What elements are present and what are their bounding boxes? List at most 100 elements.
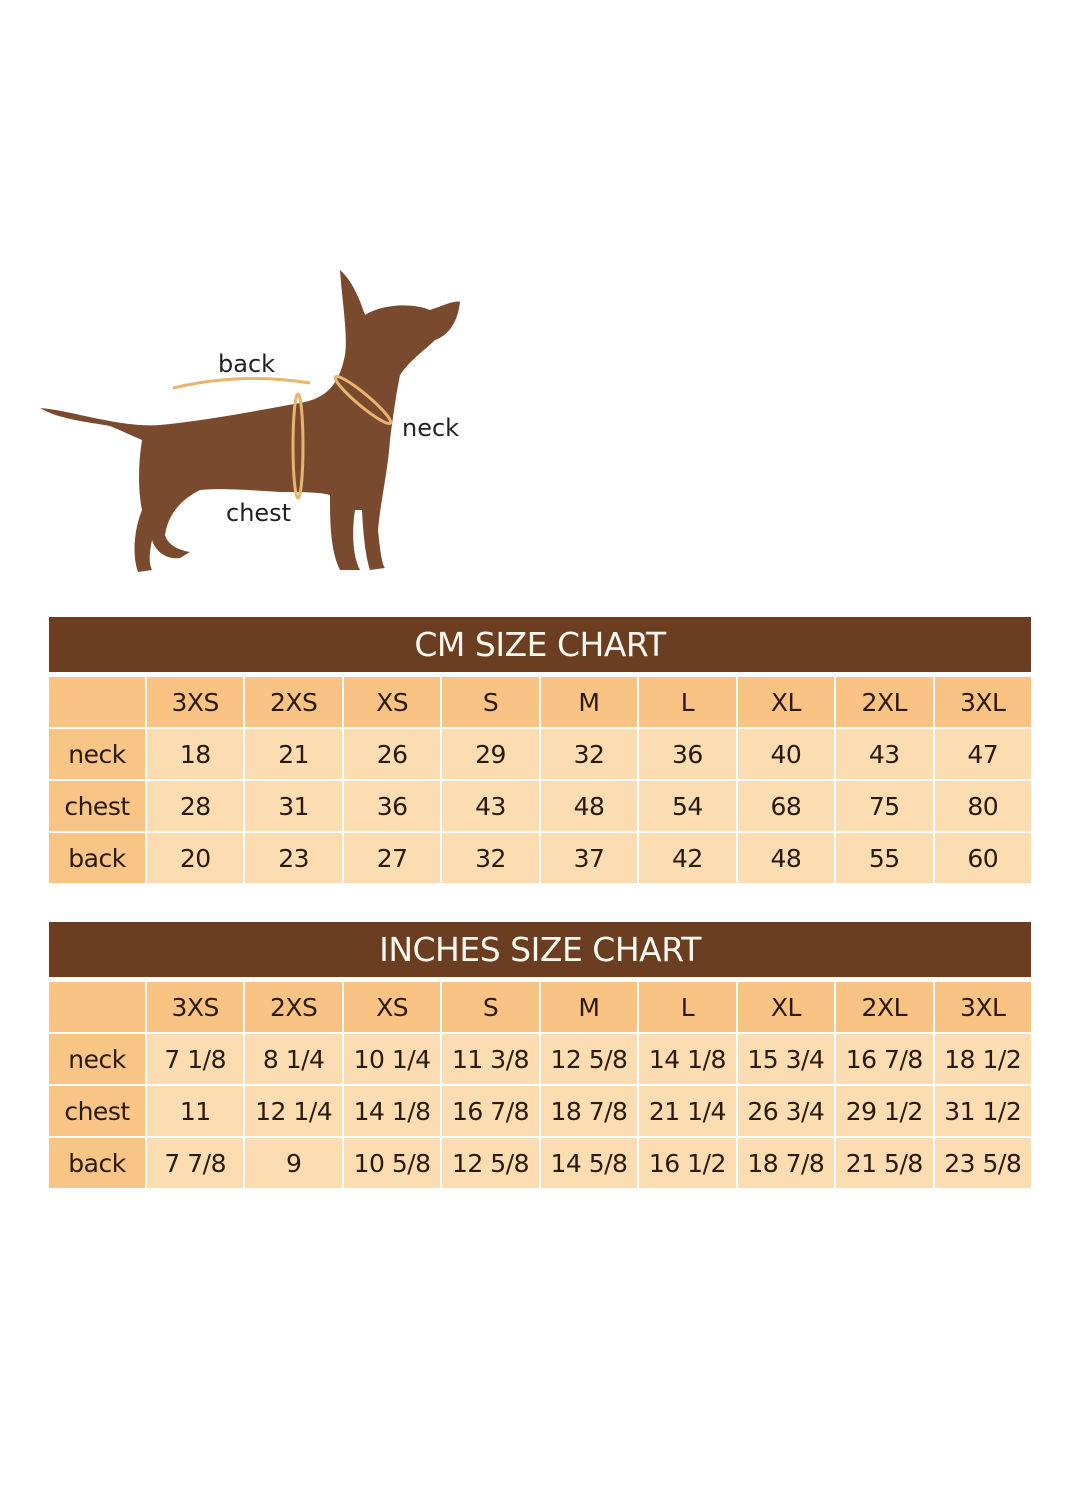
table-cell: 12 5/8 [540,1034,638,1084]
header-row: 3XS 2XS XS S M L XL 2XL 3XL [49,982,1031,1032]
back-measure-line [172,377,311,390]
size-header: 2XS [245,982,342,1032]
table-cell: 18 7/8 [737,1138,835,1188]
cm-size-chart: CM SIZE CHART 3XS 2XS XS S M L XL 2XL 3XL neck 18 2… [49,617,1031,885]
size-header: 3XL [934,982,1031,1032]
table-cell: 31 [245,781,342,831]
neck-measure-ring [333,374,393,426]
size-header: S [442,677,539,727]
table-cell: 31 1/2 [934,1086,1031,1136]
size-header: XL [737,677,835,727]
size-header: XS [343,677,441,727]
size-table: 3XS 2XS XS S M L XL 2XL 3XL neck 7 1/8 8 1/4 10 1/4 1… [47,980,1033,1190]
table-cell: 14 5/8 [540,1138,638,1188]
size-header: L [639,982,736,1032]
table-cell: 32 [442,833,539,883]
table-cell: 40 [737,729,835,779]
table-cell: 48 [540,781,638,831]
header-row: 3XS 2XS XS S M L XL 2XL 3XL [49,677,1031,727]
table-cell: 18 1/2 [934,1034,1031,1084]
table-cell: 43 [442,781,539,831]
back-label: back [218,350,275,378]
table-cell: 7 1/8 [147,1034,244,1084]
size-header: 3XL [934,677,1031,727]
table-cell: 60 [934,833,1031,883]
corner-cell [49,677,145,727]
row-label: back [49,1138,145,1188]
row-label: back [49,833,145,883]
size-header: 3XS [147,982,244,1032]
table-cell: 7 7/8 [147,1138,244,1188]
row-label: neck [49,729,145,779]
table-cell: 11 3/8 [442,1034,539,1084]
table-cell: 18 7/8 [540,1086,638,1136]
size-header: S [442,982,539,1032]
size-header: 2XS [245,677,342,727]
dog-measurement-diagram: back neck chest [40,270,460,572]
table-cell: 18 [147,729,244,779]
table-cell: 26 [343,729,441,779]
table-cell: 80 [934,781,1031,831]
table-cell: 15 3/4 [737,1034,835,1084]
table-row: chest 28 31 36 43 48 54 68 75 80 [49,781,1031,831]
row-label: neck [49,1034,145,1084]
table-cell: 29 [442,729,539,779]
table-cell: 36 [343,781,441,831]
table-cell: 14 1/8 [639,1034,736,1084]
table-cell: 16 7/8 [836,1034,933,1084]
table-cell: 32 [540,729,638,779]
table-cell: 29 1/2 [836,1086,933,1136]
table-cell: 23 [245,833,342,883]
inch-size-chart: INCHES SIZE CHART 3XS 2XS XS S M L XL 2XL 3XL nec… [49,922,1031,1190]
table-cell: 75 [836,781,933,831]
row-label: chest [49,1086,145,1136]
table-cell: 16 7/8 [442,1086,539,1136]
chest-label: chest [226,499,291,527]
table-cell: 68 [737,781,835,831]
table-cell: 10 1/4 [343,1034,441,1084]
neck-label: neck [402,414,459,442]
table-cell: 26 3/4 [737,1086,835,1136]
table-cell: 42 [639,833,736,883]
table-cell: 21 1/4 [639,1086,736,1136]
table-cell: 16 1/2 [639,1138,736,1188]
table-cell: 23 5/8 [934,1138,1031,1188]
table-cell: 43 [836,729,933,779]
table-cell: 21 5/8 [836,1138,933,1188]
table-cell: 10 5/8 [343,1138,441,1188]
table-cell: 28 [147,781,244,831]
table-cell: 55 [836,833,933,883]
table-row: back 7 7/8 9 10 5/8 12 5/8 14 5/8 16 1/2 18 7/8… [49,1138,1031,1188]
size-header: XL [737,982,835,1032]
table-cell: 12 5/8 [442,1138,539,1188]
table-row: back 20 23 27 32 37 42 48 55 60 [49,833,1031,883]
dog-silhouette [40,270,460,572]
size-header: M [540,982,638,1032]
table-cell: 20 [147,833,244,883]
chart-title: INCHES SIZE CHART [49,922,1031,977]
size-header: 3XS [147,677,244,727]
table-row: chest 11 12 1/4 14 1/8 16 7/8 18 7/8 21 1/4 26 … [49,1086,1031,1136]
table-cell: 8 1/4 [245,1034,342,1084]
chart-title: CM SIZE CHART [49,617,1031,672]
table-cell: 48 [737,833,835,883]
size-table: 3XS 2XS XS S M L XL 2XL 3XL neck 18 21 26 29 32 36 40 43 4… [47,675,1033,885]
table-cell: 9 [245,1138,342,1188]
table-cell: 21 [245,729,342,779]
size-header: 2XL [836,982,933,1032]
size-header: XS [343,982,441,1032]
table-cell: 47 [934,729,1031,779]
size-header: M [540,677,638,727]
table-cell: 54 [639,781,736,831]
table-cell: 36 [639,729,736,779]
table-cell: 37 [540,833,638,883]
table-cell: 11 [147,1086,244,1136]
size-header: 2XL [836,677,933,727]
chest-measure-ring [291,392,305,500]
table-cell: 14 1/8 [343,1086,441,1136]
table-cell: 12 1/4 [245,1086,342,1136]
table-row: neck 18 21 26 29 32 36 40 43 47 [49,729,1031,779]
table-cell: 27 [343,833,441,883]
size-header: L [639,677,736,727]
table-row: neck 7 1/8 8 1/4 10 1/4 11 3/8 12 5/8 14 1/8 15… [49,1034,1031,1084]
